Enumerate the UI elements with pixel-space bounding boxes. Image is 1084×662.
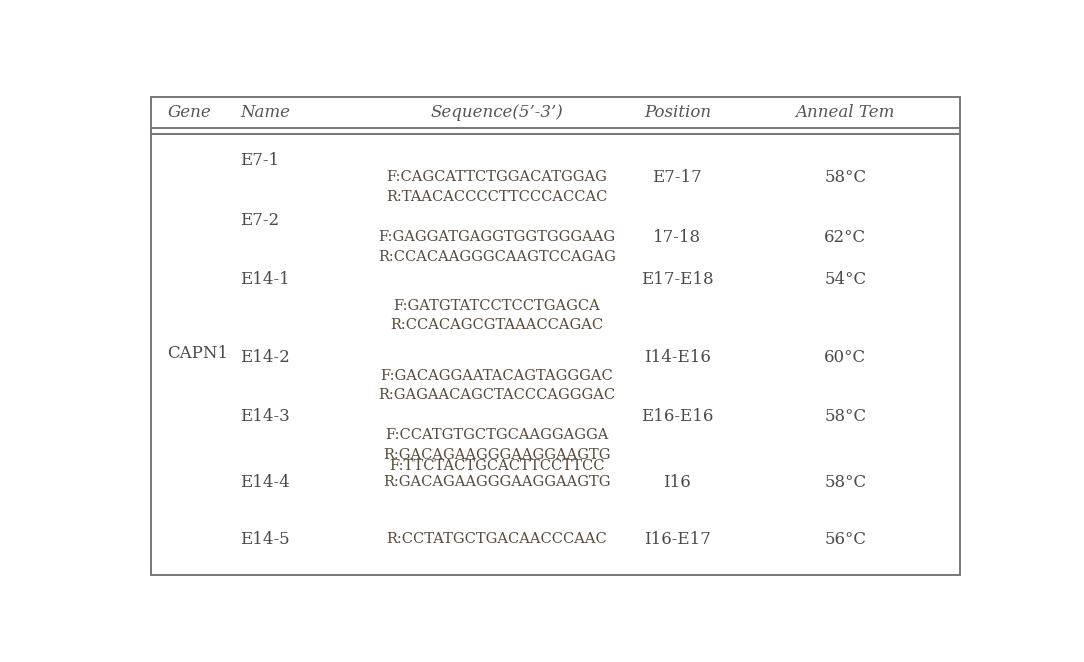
Text: R:CCTATGCTGACAACCCAAC: R:CCTATGCTGACAACCCAAC <box>386 532 607 546</box>
Text: F:GACAGGAATACAGTAGGGAC: F:GACAGGAATACAGTAGGGAC <box>380 369 614 383</box>
Text: R:CCACAAGGGCAAGTCCAGAG: R:CCACAAGGGCAAGTCCAGAG <box>378 250 616 264</box>
Text: 58°C: 58°C <box>824 408 866 426</box>
Text: F:GAGGATGAGGTGGTGGGAAG: F:GAGGATGAGGTGGTGGGAAG <box>378 230 616 244</box>
Text: F:GATGTATCCTCCTGAGCA: F:GATGTATCCTCCTGAGCA <box>393 299 601 312</box>
Text: E14-1: E14-1 <box>241 271 291 288</box>
Text: Sequence(5’-3’): Sequence(5’-3’) <box>430 104 563 121</box>
Text: R:TAACACCCCTTCCCACCAC: R:TAACACCCCTTCCCACCAC <box>386 190 607 204</box>
Text: R:GAGAACAGCTACCCAGGGAC: R:GAGAACAGCTACCCAGGGAC <box>378 389 616 402</box>
Text: Anneal Tem: Anneal Tem <box>796 104 895 121</box>
Text: Name: Name <box>241 104 291 121</box>
Text: E14-5: E14-5 <box>241 531 291 547</box>
Text: F:CCATGTGCTGCAAGGAGGA: F:CCATGTGCTGCAAGGAGGA <box>385 428 608 442</box>
Text: E16-E16: E16-E16 <box>641 408 713 426</box>
Text: E14-2: E14-2 <box>241 349 291 365</box>
Text: Position: Position <box>644 104 711 121</box>
Text: 17-18: 17-18 <box>654 229 701 246</box>
Text: 54°C: 54°C <box>824 271 866 288</box>
Text: E7-2: E7-2 <box>241 212 280 229</box>
Text: E7-1: E7-1 <box>241 152 280 169</box>
Text: 58°C: 58°C <box>824 169 866 186</box>
Text: R:GACAGAAGGGAAGGAAGTG: R:GACAGAAGGGAAGGAAGTG <box>383 475 610 489</box>
Text: 56°C: 56°C <box>825 531 866 547</box>
Text: 62°C: 62°C <box>824 229 866 246</box>
Text: R:CCACAGCGTAAACCAGAC: R:CCACAGCGTAAACCAGAC <box>390 318 604 332</box>
Text: I14-E16: I14-E16 <box>644 349 711 365</box>
Text: E14-4: E14-4 <box>241 473 291 491</box>
Text: R:GACAGAAGGGAAGGAAGTG: R:GACAGAAGGGAAGGAAGTG <box>383 448 610 461</box>
Text: 60°C: 60°C <box>824 349 866 365</box>
Text: F:TTCTACTGCACTTCCTTCC: F:TTCTACTGCACTTCCTTCC <box>389 459 605 473</box>
Text: I16-E17: I16-E17 <box>644 531 711 547</box>
Text: CAPN1: CAPN1 <box>167 346 229 362</box>
Text: E7-17: E7-17 <box>653 169 702 186</box>
Text: Gene: Gene <box>167 104 211 121</box>
Text: 58°C: 58°C <box>824 473 866 491</box>
Text: I16: I16 <box>663 473 692 491</box>
Text: E17-E18: E17-E18 <box>641 271 713 288</box>
Text: E14-3: E14-3 <box>241 408 291 426</box>
Text: F:CAGCATTCTGGACATGGAG: F:CAGCATTCTGGACATGGAG <box>386 170 607 184</box>
